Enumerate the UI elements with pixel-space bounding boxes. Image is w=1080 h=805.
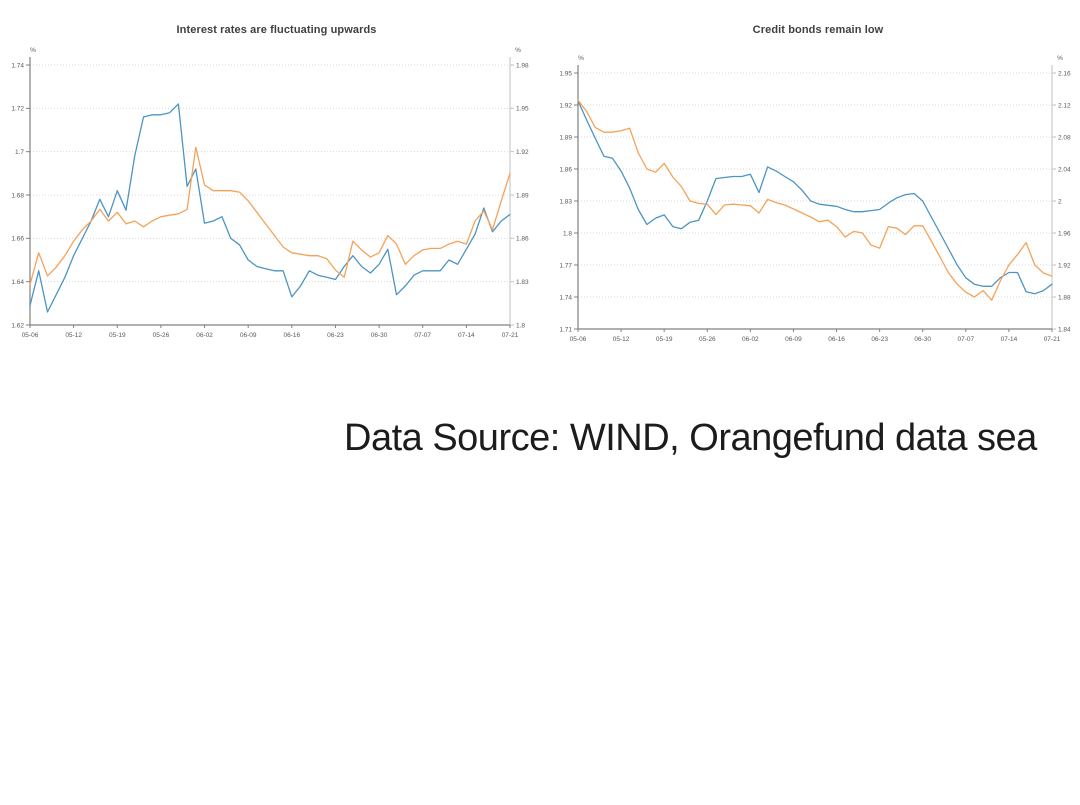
y-tick-label-right: 2.08 [1058, 134, 1071, 141]
x-tick-label: 06-02 [742, 336, 759, 343]
right-axis-unit-label: % [515, 47, 521, 54]
y-tick-label-right: 2.04 [1058, 166, 1071, 173]
y-tick-label-left: 1.68 [11, 192, 24, 199]
y-tick-label-right: 2.16 [1058, 70, 1071, 77]
y-tick-label-right: 1.98 [516, 62, 529, 69]
x-tick-label: 05-12 [613, 336, 630, 343]
x-tick-label: 05-12 [65, 332, 82, 339]
chart-credit-bonds: Credit bonds remain low 1.95 2.16 1.92 2.12… [556, 20, 1080, 354]
x-tick-label: 06-02 [196, 332, 213, 339]
y-tick-label-right: 1.88 [1058, 294, 1071, 301]
y-tick-label-left: 1.62 [11, 322, 24, 329]
left-axis-unit-label: % [578, 55, 584, 62]
y-tick-label-left: 1.64 [11, 279, 24, 286]
x-tick-label: 06-16 [828, 336, 845, 343]
y-tick-label-left: 1.8 [563, 230, 572, 237]
chart-plot: 1.95 2.16 1.92 2.12 1.89 2.08 1.86 2.04 1.83 2 1.8… [559, 55, 1071, 343]
y-tick-label-right: 1.96 [1058, 230, 1071, 237]
x-tick-label: 06-23 [327, 332, 344, 339]
y-tick-label-right: 1.86 [516, 236, 529, 243]
x-tick-label: 07-14 [1001, 336, 1018, 343]
chart-title: Interest rates are fluctuating upwards [176, 24, 377, 36]
series-line-blue [577, 100, 1053, 295]
x-tick-label: 07-07 [414, 332, 431, 339]
x-tick-label: 06-30 [914, 336, 931, 343]
y-tick-label-left: 1.72 [11, 106, 24, 113]
chart-interest-rates: Interest rates are fluctuating upwards 1… [8, 20, 545, 354]
right-axis-unit-label: % [1057, 55, 1063, 62]
x-tick-label: 06-09 [785, 336, 802, 343]
x-tick-label: 07-07 [958, 336, 975, 343]
y-tick-label-left: 1.83 [559, 198, 572, 205]
y-tick-label-left: 1.66 [11, 236, 24, 243]
y-tick-label-right: 1.95 [516, 106, 529, 113]
y-tick-label-left: 1.77 [559, 262, 572, 269]
x-tick-label: 06-16 [284, 332, 301, 339]
x-tick-label: 06-23 [871, 336, 888, 343]
series-line-orange [577, 99, 1053, 301]
y-tick-label-right: 1.92 [516, 149, 529, 156]
y-tick-label-left: 1.71 [559, 326, 572, 333]
y-tick-label-left: 1.86 [559, 166, 572, 173]
x-tick-label: 05-26 [699, 336, 716, 343]
series-line-orange [29, 146, 511, 286]
y-tick-label-left: 1.74 [11, 62, 24, 69]
x-tick-label: 05-19 [656, 336, 673, 343]
x-tick-label: 05-06 [570, 336, 587, 343]
y-tick-label-right: 1.8 [516, 322, 525, 329]
y-tick-label-right: 2.12 [1058, 102, 1071, 109]
y-tick-label-right: 1.83 [516, 279, 529, 286]
y-tick-label-left: 1.7 [15, 149, 24, 156]
y-tick-label-left: 1.89 [559, 134, 572, 141]
x-tick-label: 05-19 [109, 332, 126, 339]
y-tick-label-right: 1.84 [1058, 326, 1071, 333]
chart-title: Credit bonds remain low [752, 24, 884, 36]
y-tick-label-left: 1.74 [559, 294, 572, 301]
x-tick-label: 07-14 [458, 332, 475, 339]
x-tick-label: 06-30 [371, 332, 388, 339]
left-axis-unit-label: % [30, 47, 36, 54]
x-tick-label: 07-21 [1044, 336, 1061, 343]
series-line-blue [29, 103, 511, 313]
y-tick-label-left: 1.95 [559, 70, 572, 77]
x-tick-label: 06-09 [240, 332, 257, 339]
x-tick-label: 05-26 [153, 332, 170, 339]
y-tick-label-right: 1.92 [1058, 262, 1071, 269]
x-tick-label: 05-06 [22, 332, 39, 339]
y-tick-label-left: 1.92 [559, 102, 572, 109]
data-source-note: Data Source: WIND, Orangefund data sea [344, 417, 1037, 459]
y-tick-label-right: 1.89 [516, 192, 529, 199]
x-tick-label: 07-21 [502, 332, 519, 339]
y-tick-label-right: 2 [1058, 198, 1062, 205]
chart-plot: 1.74 1.98 1.72 1.95 1.7 1.92 1.68 1.89 1.66 1.86 1… [11, 47, 529, 339]
